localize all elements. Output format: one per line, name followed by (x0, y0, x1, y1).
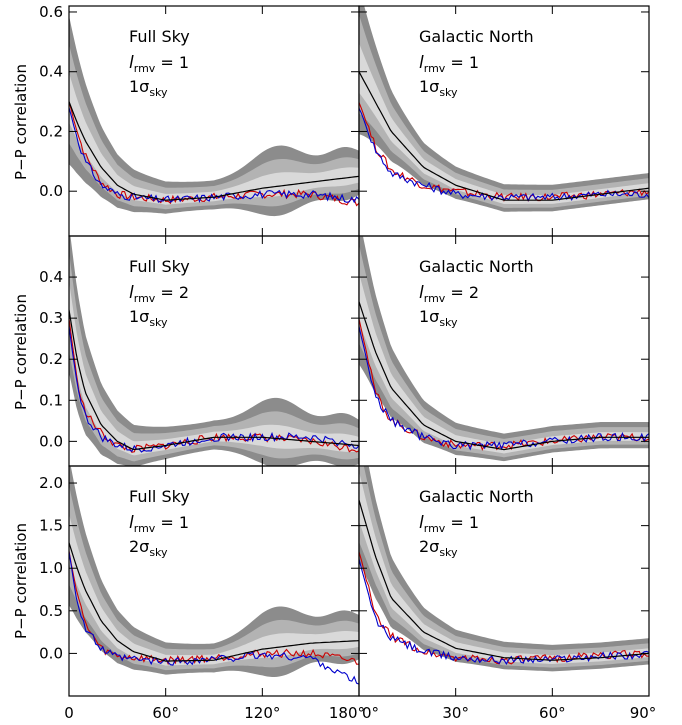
y-tick-label: 0.2 (39, 122, 63, 140)
annotation-region: Full Sky (129, 27, 190, 46)
annotation-region: Full Sky (129, 487, 190, 506)
annotation-lrmv: lrmv = 1 (129, 53, 189, 75)
series-black (359, 71, 649, 201)
x-tick-label-left: 120° (244, 704, 280, 722)
annotation-sigma: 1σsky (419, 307, 458, 329)
annotation-region: Galactic North (419, 27, 534, 46)
x-tick-label-right: 60° (539, 704, 566, 722)
band-mid (359, 14, 649, 208)
annotation-lrmv: lrmv = 2 (419, 283, 479, 305)
y-tick-label: 0.6 (39, 3, 63, 21)
y-tick-label: 0.2 (39, 350, 63, 368)
band-inner (359, 43, 649, 205)
annotation-sigma: 2σsky (419, 537, 458, 559)
series-blue (69, 107, 359, 204)
y-tick-label: 0.5 (39, 602, 63, 620)
series-black (359, 499, 649, 661)
y-tick-label: 0.4 (39, 268, 63, 286)
band-mid (69, 485, 359, 671)
y-tick-label: 0.4 (39, 63, 63, 81)
annotation-sigma: 1σsky (129, 307, 168, 329)
series-blue (359, 559, 649, 665)
series-black (69, 101, 359, 201)
annotation-sigma: 1σsky (419, 77, 458, 99)
x-tick-label-right: 90° (630, 704, 657, 722)
band-inner (359, 273, 649, 454)
plot-area (359, 236, 649, 462)
y-tick-label: 0.3 (39, 309, 63, 327)
band-outer (69, 236, 359, 466)
plot-area (69, 466, 359, 685)
y-axis-label-row3: P−P correlation (12, 523, 30, 639)
band-inner (69, 281, 359, 456)
series-black (69, 309, 359, 451)
band-mid (359, 466, 649, 668)
panel-frame (358, 465, 650, 697)
annotation-sigma: 2σsky (129, 537, 168, 559)
x-tick-label-right: 0° (362, 704, 379, 722)
band-mid (69, 44, 359, 210)
annotation-lrmv: lrmv = 1 (129, 513, 189, 535)
band-outer (359, 236, 649, 462)
plot-area (69, 236, 359, 466)
band-outer (359, 466, 649, 672)
annotation-region: Full Sky (129, 257, 190, 276)
annotation-region: Galactic North (419, 257, 534, 276)
x-tick-label-left: 180° (329, 704, 365, 722)
y-tick-label: 0.0 (39, 432, 63, 450)
annotation-lrmv: lrmv = 2 (129, 283, 189, 305)
plot-area (359, 6, 649, 212)
annotation-lrmv: lrmv = 1 (419, 53, 479, 75)
plot-area (69, 15, 359, 217)
y-tick-label: 0.0 (39, 644, 63, 662)
y-tick-label: 2.0 (39, 474, 63, 492)
series-blue (69, 325, 359, 453)
y-axis-label-row1: P−P correlation (12, 64, 30, 180)
series-blue (69, 551, 359, 685)
y-axis-label-row2: P−P correlation (12, 294, 30, 410)
annotation-sigma: 1σsky (129, 77, 168, 99)
y-tick-label: 0.0 (39, 182, 63, 200)
series-black (359, 301, 649, 451)
x-tick-label-left: 0 (64, 704, 74, 722)
y-tick-label: 0.1 (39, 391, 63, 409)
y-tick-label: 1.5 (39, 517, 63, 535)
x-tick-label-right: 30° (442, 704, 469, 722)
annotation-region: Galactic North (419, 487, 534, 506)
series-black (69, 542, 359, 662)
plot-area (359, 466, 649, 672)
x-tick-label-left: 60° (152, 704, 179, 722)
y-axis-labels: P−P correlation P−P correlation P−P corr… (12, 64, 30, 639)
series-blue (359, 326, 649, 451)
series-red (69, 318, 359, 453)
y-tick-label: 1.0 (39, 559, 63, 577)
annotation-lrmv: lrmv = 1 (419, 513, 479, 535)
series-red (69, 101, 359, 207)
